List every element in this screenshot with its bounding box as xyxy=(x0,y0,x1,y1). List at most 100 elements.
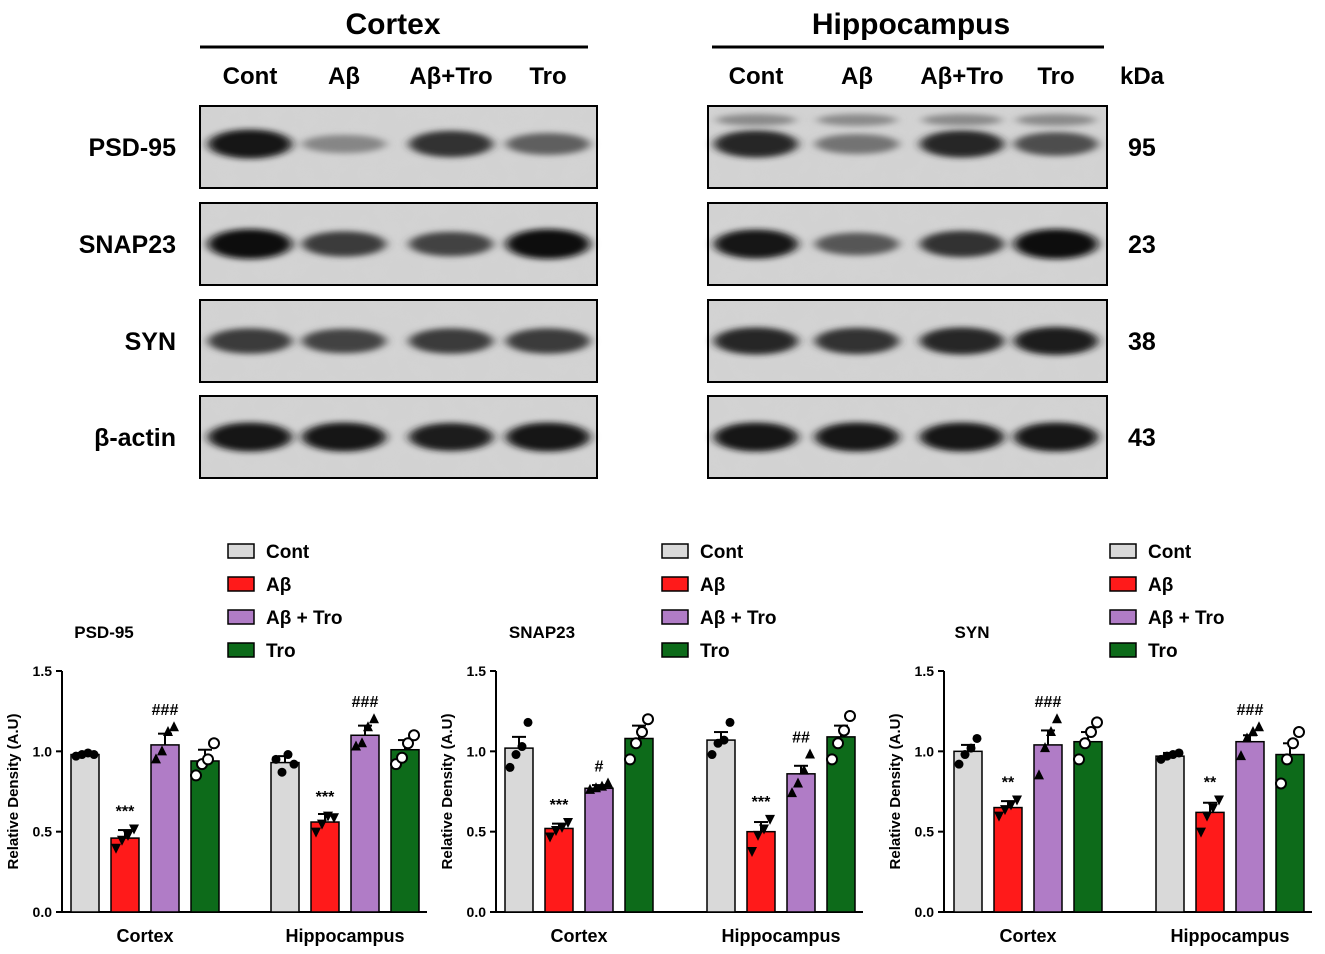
protein-band xyxy=(1014,132,1098,156)
x-category-label: Cortex xyxy=(999,926,1056,946)
chart-title: SYN xyxy=(955,623,990,642)
chart-title: SNAP23 xyxy=(509,623,575,642)
legend-item: Tro xyxy=(1109,641,1178,662)
bar-group xyxy=(70,748,100,913)
bar-group xyxy=(270,750,300,913)
legend-item: Aβ + Tro xyxy=(1109,608,1225,629)
protein-band xyxy=(815,133,899,155)
legend-swatch xyxy=(661,609,689,625)
bar xyxy=(110,837,140,913)
data-point xyxy=(1079,737,1091,750)
chart-title: PSD-95 xyxy=(74,623,134,642)
membrane-border xyxy=(707,299,1108,383)
significance-marker: *** xyxy=(116,803,135,820)
data-point xyxy=(111,843,121,854)
data-point xyxy=(1012,795,1022,806)
data-point xyxy=(1085,726,1097,739)
data-point xyxy=(844,709,856,722)
legend-label: Aβ + Tro xyxy=(266,608,343,629)
data-point xyxy=(838,724,850,737)
upper-band xyxy=(817,114,897,126)
data-point xyxy=(630,737,642,750)
legend-label: Aβ xyxy=(266,575,291,596)
blot-membrane-hippocampus xyxy=(707,395,1108,479)
legend-label: Cont xyxy=(700,542,744,563)
protein-label: SYN xyxy=(125,328,176,356)
protein-band xyxy=(815,422,899,452)
legend-item: Cont xyxy=(1109,542,1192,563)
data-point xyxy=(1236,750,1246,761)
legend-label: Tro xyxy=(266,641,296,662)
blot-row-1: SNAP23 23 xyxy=(79,202,1156,286)
bar-group xyxy=(350,713,380,913)
data-point xyxy=(1293,726,1305,739)
data-point xyxy=(151,753,161,764)
protein-band xyxy=(208,328,292,354)
legend-swatch xyxy=(661,642,689,658)
protein-band xyxy=(920,422,1004,452)
data-point xyxy=(972,733,982,743)
chart-2: SYN Cont Aβ Aβ + Tro Tro 0.0 0.5 1.0 1.5 Relative… xyxy=(887,542,1312,946)
protein-band xyxy=(208,422,292,452)
protein-band xyxy=(506,229,590,259)
protein-band xyxy=(409,231,493,257)
data-point xyxy=(329,813,339,824)
x-category-label: Cortex xyxy=(550,926,607,946)
membrane-border xyxy=(707,395,1108,479)
blot-membrane-cortex xyxy=(199,202,598,286)
legend-item: Aβ + Tro xyxy=(661,608,777,629)
data-point xyxy=(317,819,327,830)
legend-label: Aβ + Tro xyxy=(1148,608,1225,629)
protein-label: β-actin xyxy=(94,424,176,452)
data-point xyxy=(994,811,1004,822)
y-axis-label: Relative Density (A.U) xyxy=(887,714,904,870)
legend-label: Cont xyxy=(266,542,310,563)
protein-band xyxy=(409,328,493,354)
y-tick-label: 0.0 xyxy=(33,904,53,920)
protein-band xyxy=(208,129,292,159)
data-point xyxy=(1242,732,1252,743)
data-point xyxy=(545,832,555,843)
data-point xyxy=(363,721,373,732)
lane-label: Aβ xyxy=(328,63,360,90)
bar-group xyxy=(993,795,1023,913)
kda-value: 43 xyxy=(1128,424,1156,452)
data-point xyxy=(1052,713,1062,724)
chart-0: PSD-95 Cont Aβ Aβ + Tro Tro 0.0 0.5 1.0 1.5 Relat… xyxy=(5,542,427,946)
bar-group xyxy=(1033,713,1063,913)
legend-label: Cont xyxy=(1148,542,1192,563)
upper-band xyxy=(1016,114,1096,126)
bar-group xyxy=(1073,716,1103,913)
y-tick-label: 1.0 xyxy=(915,743,935,759)
legend-swatch xyxy=(227,642,255,658)
data-point xyxy=(725,717,735,727)
lane-label: Aβ xyxy=(841,63,873,90)
lane-label: Tro xyxy=(529,63,566,90)
data-point xyxy=(511,750,521,760)
data-point xyxy=(832,737,844,750)
legend-swatch xyxy=(1109,609,1137,625)
protein-band xyxy=(506,422,590,452)
bar xyxy=(826,736,856,913)
protein-label: PSD-95 xyxy=(88,134,176,162)
bar-group xyxy=(786,748,816,913)
bar-charts: PSD-95 Cont Aβ Aβ + Tro Tro 0.0 0.5 1.0 1.5 Relat… xyxy=(5,542,1312,946)
blot-membrane-cortex xyxy=(199,299,598,383)
bar-group xyxy=(706,717,736,913)
legend-item: Aβ + Tro xyxy=(227,608,343,629)
data-point xyxy=(163,726,173,737)
blot-row-0: PSD-95 95 xyxy=(88,105,1156,189)
bar-group xyxy=(1195,795,1225,913)
data-point xyxy=(517,742,527,752)
bar xyxy=(1155,755,1185,913)
y-tick-label: 1.0 xyxy=(33,743,53,759)
data-point xyxy=(117,835,127,846)
bar xyxy=(953,750,983,913)
bar-group xyxy=(544,818,574,913)
blot-rows: PSD-95 95 SNAP23 23 SYN 38 β-actin 43 xyxy=(79,105,1156,479)
significance-marker: ### xyxy=(152,702,179,719)
data-point xyxy=(123,830,133,841)
y-tick-label: 0.5 xyxy=(33,824,53,840)
data-point xyxy=(157,745,167,756)
data-point xyxy=(1006,800,1016,811)
